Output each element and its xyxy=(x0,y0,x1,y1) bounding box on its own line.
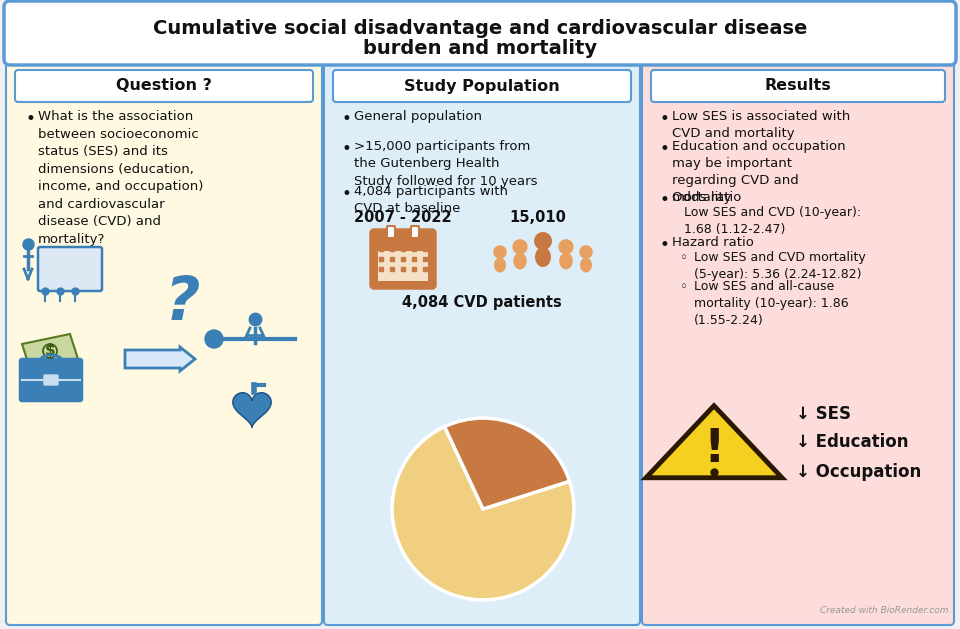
Text: Hazard ratio: Hazard ratio xyxy=(672,236,754,249)
Text: !: ! xyxy=(704,426,725,472)
Ellipse shape xyxy=(514,252,527,269)
Text: Low SES and all-cause
mortality (10-year): 1.86
(1.55-2.24): Low SES and all-cause mortality (10-year… xyxy=(694,280,849,327)
FancyBboxPatch shape xyxy=(333,70,631,102)
Circle shape xyxy=(493,245,507,259)
Polygon shape xyxy=(233,392,271,427)
Ellipse shape xyxy=(580,257,592,272)
Text: •: • xyxy=(660,110,670,128)
FancyArrow shape xyxy=(125,347,195,371)
Text: What is the association
between socioeconomic
status (SES) and its
dimensions (e: What is the association between socioeco… xyxy=(38,110,204,245)
Text: ?: ? xyxy=(164,274,200,333)
Circle shape xyxy=(534,232,552,250)
Circle shape xyxy=(559,239,574,255)
Text: Odds ratio: Odds ratio xyxy=(672,191,741,204)
Text: Low SES is associated with
CVD and mortality: Low SES is associated with CVD and morta… xyxy=(672,110,851,140)
FancyBboxPatch shape xyxy=(324,63,640,625)
Text: •: • xyxy=(342,140,352,158)
Text: ◦: ◦ xyxy=(680,280,688,294)
FancyBboxPatch shape xyxy=(20,359,82,401)
Text: ↓ Education: ↓ Education xyxy=(796,433,908,451)
FancyBboxPatch shape xyxy=(411,226,419,238)
FancyBboxPatch shape xyxy=(4,1,956,65)
Text: 4,084 CVD patients: 4,084 CVD patients xyxy=(402,296,562,311)
Text: 2007 - 2022: 2007 - 2022 xyxy=(354,209,452,225)
Text: burden and mortality: burden and mortality xyxy=(363,38,597,57)
Text: >15,000 participants from
the Gutenberg Health
Study followed for 10 years: >15,000 participants from the Gutenberg … xyxy=(354,140,538,188)
Text: Results: Results xyxy=(764,79,831,94)
FancyBboxPatch shape xyxy=(371,230,435,288)
FancyBboxPatch shape xyxy=(6,63,322,625)
Ellipse shape xyxy=(535,247,551,267)
Polygon shape xyxy=(646,406,782,478)
Text: •: • xyxy=(660,191,670,209)
FancyBboxPatch shape xyxy=(651,70,945,102)
Text: ◦: ◦ xyxy=(680,251,688,265)
Text: Cumulative social disadvantage and cardiovascular disease: Cumulative social disadvantage and cardi… xyxy=(153,19,807,38)
Wedge shape xyxy=(444,418,569,509)
FancyBboxPatch shape xyxy=(372,231,434,251)
Text: •: • xyxy=(342,185,352,203)
Circle shape xyxy=(205,330,223,348)
Text: 4,084 participants with
CVD at baseline: 4,084 participants with CVD at baseline xyxy=(354,185,508,216)
FancyBboxPatch shape xyxy=(378,247,428,281)
Circle shape xyxy=(579,245,592,259)
Wedge shape xyxy=(392,426,574,600)
Text: •: • xyxy=(342,110,352,128)
Text: •: • xyxy=(660,236,670,254)
Text: Low SES and CVD mortality
(5-year): 5.36 (2.24-12.82): Low SES and CVD mortality (5-year): 5.36… xyxy=(694,251,866,281)
Text: ↓ SES: ↓ SES xyxy=(796,405,851,423)
Text: Study Population: Study Population xyxy=(404,79,560,94)
Ellipse shape xyxy=(494,257,506,272)
FancyBboxPatch shape xyxy=(15,70,313,102)
FancyBboxPatch shape xyxy=(642,63,954,625)
Circle shape xyxy=(513,239,528,255)
Polygon shape xyxy=(22,334,78,369)
FancyBboxPatch shape xyxy=(387,226,395,238)
FancyBboxPatch shape xyxy=(38,247,102,291)
Text: •: • xyxy=(26,110,36,128)
FancyBboxPatch shape xyxy=(44,375,58,385)
Text: $: $ xyxy=(45,343,56,359)
Text: Low SES and CVD (10-year):
1.68 (1.12-2.47): Low SES and CVD (10-year): 1.68 (1.12-2.… xyxy=(684,206,861,236)
Text: •: • xyxy=(660,140,670,158)
Text: ↓ Occupation: ↓ Occupation xyxy=(796,463,922,481)
Text: 15,010: 15,010 xyxy=(510,209,566,225)
Text: General population: General population xyxy=(354,110,482,123)
Text: Created with BioRender.com: Created with BioRender.com xyxy=(820,606,948,615)
Text: Education and occupation
may be important
regarding CVD and
mortality: Education and occupation may be importan… xyxy=(672,140,846,204)
Ellipse shape xyxy=(559,252,573,269)
Text: Question ?: Question ? xyxy=(116,79,212,94)
